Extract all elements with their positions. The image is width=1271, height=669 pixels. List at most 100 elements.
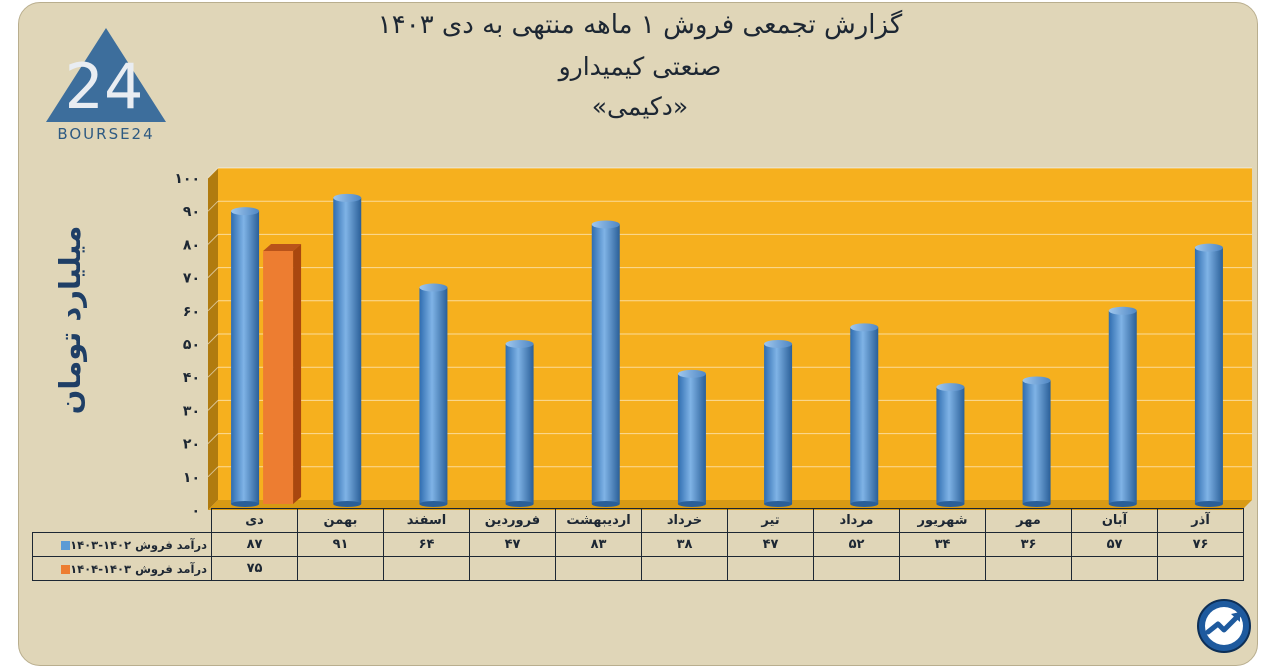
y-tick-label: ۴۰ xyxy=(183,370,200,386)
gridline-side xyxy=(207,333,219,345)
gridline-side xyxy=(207,366,219,378)
bar-series1-base xyxy=(1022,501,1051,507)
data-table: دی بهمن اسفند فروردین اردیبهشت خرداد تیر مرداد ش… xyxy=(32,508,1244,581)
table-value-series2 xyxy=(383,556,470,581)
table-category-label: فروردین xyxy=(469,508,556,533)
bar-series1 xyxy=(1108,310,1137,504)
legend-series1: درآمد فروش ۱۴۰۲-۱۴۰۳ xyxy=(32,532,212,557)
bar-series1 xyxy=(1194,247,1223,504)
chart-subtitle-symbol: «دکیمی» xyxy=(591,92,689,121)
bar-series1 xyxy=(419,287,448,504)
table-value-series2 xyxy=(813,556,900,581)
gridline-side xyxy=(207,234,219,245)
table-value-series1: ۳۶ xyxy=(985,532,1072,557)
bar-series1-cap xyxy=(850,323,879,332)
trend-chart-icon xyxy=(1197,599,1251,653)
table-value-series1: ۵۷ xyxy=(1071,532,1158,557)
bar-series1-cap xyxy=(591,220,620,229)
table-value-series2 xyxy=(297,556,384,581)
bar-series1-base xyxy=(1108,501,1137,507)
table-value-series1: ۶۴ xyxy=(383,532,470,557)
y-tick-label: ۱۰۰ xyxy=(174,171,200,187)
bar-series2-top xyxy=(263,244,302,251)
legend-swatch-series1 xyxy=(61,540,71,550)
logo-text: BOURSE24 xyxy=(57,125,155,143)
table-category-label: دی xyxy=(211,508,298,533)
bar-series1-base xyxy=(1194,501,1223,507)
y-tick-label: ۸۰ xyxy=(183,237,200,253)
table-corner xyxy=(32,508,212,533)
bar-series1 xyxy=(231,211,260,504)
bar-series1-base xyxy=(419,501,448,507)
table-value-series1: ۴۷ xyxy=(469,532,556,557)
bar-series1 xyxy=(850,327,879,504)
svg-text:24: 24 xyxy=(65,50,144,123)
bar-series1 xyxy=(677,373,706,504)
legend-label-series2: درآمد فروش ۱۴۰۳-۱۴۰۴ xyxy=(70,561,207,576)
bar-series1-base xyxy=(850,501,879,507)
table-value-series2 xyxy=(899,556,986,581)
table-value-series1: ۸۳ xyxy=(555,532,642,557)
chart-title: گزارش تجمعی فروش ۱ ماهه منتهی به دی ۱۴۰۳ xyxy=(377,10,903,40)
table-category-label: آذر xyxy=(1157,508,1244,533)
gridline-side xyxy=(207,300,219,312)
gridline-side xyxy=(207,167,219,179)
gridline-side xyxy=(207,400,219,411)
table-category-label: بهمن xyxy=(297,508,384,533)
gridline-side xyxy=(207,433,219,444)
bar-series1 xyxy=(591,224,620,504)
table-value-series1: ۵۲ xyxy=(813,532,900,557)
bar-series1-base xyxy=(936,501,965,507)
gridline-side xyxy=(207,267,219,278)
table-value-series2 xyxy=(1157,556,1244,581)
y-tick-label: ۳۰ xyxy=(183,403,200,419)
table-category-label: تیر xyxy=(727,508,814,533)
table-category-label: خرداد xyxy=(641,508,728,533)
bar-series1 xyxy=(505,343,534,504)
table-value-series1: ۹۱ xyxy=(297,532,384,557)
bar-series1 xyxy=(333,197,362,504)
legend-series2: درآمد فروش ۱۴۰۳-۱۴۰۴ xyxy=(32,556,212,581)
table-value-series2 xyxy=(641,556,728,581)
plot-floor xyxy=(208,500,1252,510)
chart-subtitle-company: صنعتی کیمیدارو xyxy=(558,52,722,81)
table-value-series1: ۸۷ xyxy=(211,532,298,557)
table-value-series2 xyxy=(985,556,1072,581)
bar-series1-cap xyxy=(419,283,448,292)
bar-series1-cap xyxy=(231,207,260,216)
y-tick-label: ۷۰ xyxy=(183,271,200,287)
bar-series1-base xyxy=(231,501,260,507)
bar-series1-base xyxy=(764,501,793,507)
bar-series2-side xyxy=(293,244,302,504)
bar-series1 xyxy=(764,343,793,504)
bar-series1-base xyxy=(677,501,706,507)
table-category-label: اردیبهشت xyxy=(555,508,642,533)
table-value-series2 xyxy=(555,556,642,581)
bourse24-logo: 24 xyxy=(46,28,166,123)
table-value-series1: ۳۴ xyxy=(899,532,986,557)
bar-series1-base xyxy=(333,501,362,507)
table-category-label: مرداد xyxy=(813,508,900,533)
legend-label-series1: درآمد فروش ۱۴۰۲-۱۴۰۳ xyxy=(70,537,207,552)
table-category-label: آبان xyxy=(1071,508,1158,533)
bar-series1-base xyxy=(505,501,534,507)
table-value-series2 xyxy=(469,556,556,581)
bar-series1-cap xyxy=(1194,243,1223,252)
y-tick-label: ۲۰ xyxy=(183,437,200,453)
bar-series1-cap xyxy=(1108,306,1137,315)
bar-series1-cap xyxy=(505,339,534,348)
y-tick-label: ۹۰ xyxy=(183,204,200,220)
table-value-series1: ۷۶ xyxy=(1157,532,1244,557)
y-tick-label: ۱۰ xyxy=(183,470,200,486)
bar-series1-base xyxy=(591,501,620,507)
table-category-label: شهریور xyxy=(899,508,986,533)
table-value-series2: ۷۵ xyxy=(211,556,298,581)
gridline-side xyxy=(207,200,219,212)
table-value-series2 xyxy=(1071,556,1158,581)
table-value-series1: ۳۸ xyxy=(641,532,728,557)
table-value-series1: ۴۷ xyxy=(727,532,814,557)
legend-swatch-series2 xyxy=(61,564,71,574)
bar-series1 xyxy=(936,387,965,504)
bar-series1-cap xyxy=(677,369,706,378)
